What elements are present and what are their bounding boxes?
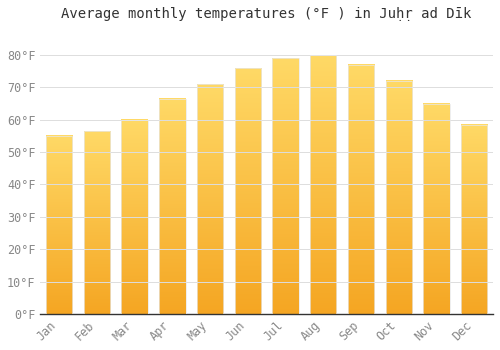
Bar [234,68,261,314]
Bar [348,65,374,314]
Bar [84,131,110,314]
Bar [159,99,186,314]
Title: Average monthly temperatures (°F ) in Juḥṛ ad Dīk: Average monthly temperatures (°F ) in Ju… [62,7,472,21]
Bar [310,55,336,314]
Bar [272,58,299,314]
Bar [424,104,450,314]
Bar [46,136,72,314]
Bar [386,81,412,314]
Bar [197,84,224,314]
Bar [461,125,487,314]
Bar [122,120,148,314]
